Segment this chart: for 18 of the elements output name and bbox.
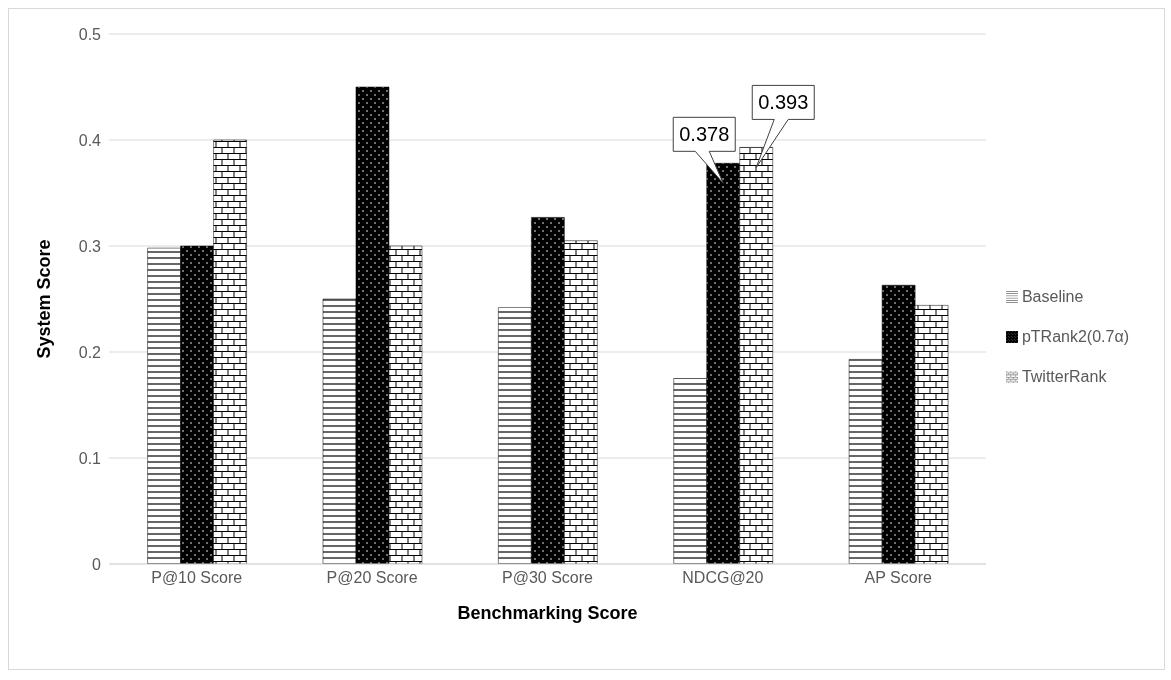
y-tick-label: 0 (92, 555, 102, 573)
y-tick-label: 0.5 (78, 25, 102, 43)
legend-label: TwitterRank (1021, 367, 1107, 385)
x-axis-title: Benchmarking Score (457, 603, 638, 623)
x-tick-label: P@30 Score (501, 569, 594, 587)
data-label: 0.378 (679, 123, 730, 146)
y-tick-label: 0.4 (78, 131, 102, 149)
x-tick-label: AP Score (864, 569, 932, 587)
y-tick-label: 0.2 (78, 343, 102, 361)
y-axis-title: System Score (34, 239, 55, 359)
legend-label: Baseline (1021, 287, 1084, 305)
x-tick-label: P@10 Score (151, 569, 243, 587)
y-tick-label: 0.1 (78, 449, 102, 467)
y-tick-label: 0.3 (78, 237, 102, 255)
x-tick-label: P@20 Score (326, 569, 418, 587)
x-tick-label: NDCG@20 (682, 569, 764, 587)
legend-label: pTRank2(0.7α) (1021, 327, 1129, 345)
data-label: 0.393 (758, 91, 809, 114)
